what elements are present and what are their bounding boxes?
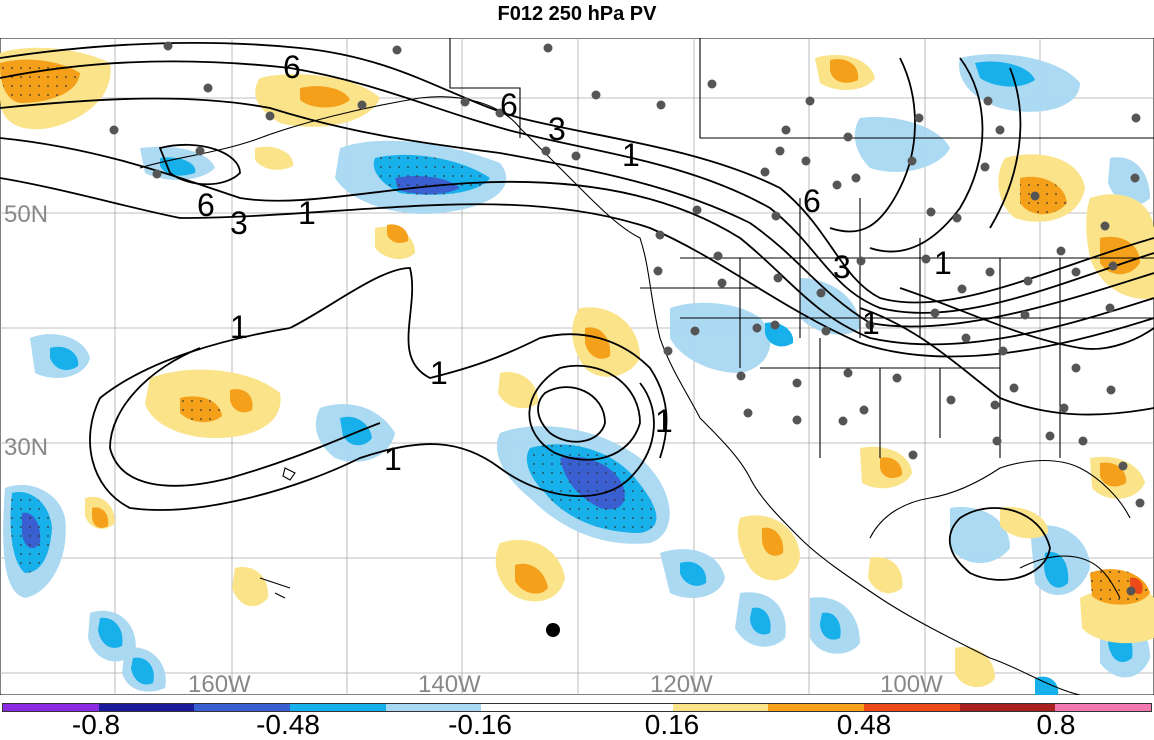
contour-label: 1 xyxy=(230,309,248,345)
lat-label: 50N xyxy=(4,201,48,228)
lon-label: 140W xyxy=(418,671,481,695)
lat-label: 30N xyxy=(4,434,48,461)
map-title: F012 250 hPa PV xyxy=(497,3,657,25)
colorbar-swatch xyxy=(98,704,195,711)
colorbar-label: 0.48 xyxy=(836,709,892,740)
positive-stipple xyxy=(0,59,1150,605)
contour-label: 1 xyxy=(430,355,448,391)
contour-label: 3 xyxy=(548,111,566,147)
station-dots xyxy=(109,41,1145,637)
negative-stipple xyxy=(10,154,657,573)
contour-label: 1 xyxy=(384,441,402,477)
contour-label: 6 xyxy=(803,183,821,219)
colorbar-swatch xyxy=(3,704,99,711)
contour-label: 1 xyxy=(862,305,880,341)
lat-labels: 50N 30N xyxy=(4,201,48,461)
colorbar-label: 0.16 xyxy=(644,709,700,740)
lon-label: 160W xyxy=(188,671,251,695)
colorbar-label: -0.16 xyxy=(448,709,512,740)
contour-label: 6 xyxy=(500,87,518,123)
colorbar xyxy=(2,703,1152,712)
colorbar-swatch xyxy=(864,704,960,711)
contour-label: 1 xyxy=(934,245,952,281)
contour-labels: 6 6 3 1 6 3 1 6 3 1 1 1 1 1 1 xyxy=(197,49,952,477)
colorbar-swatch xyxy=(1055,704,1152,711)
colorbar-swatch xyxy=(290,704,386,711)
contour-label: 6 xyxy=(197,187,215,223)
lon-label: 100W xyxy=(880,671,943,695)
colorbar-swatch xyxy=(768,704,865,711)
lon-labels: 160W 140W 120W 100W xyxy=(188,671,943,695)
colorbar-swatch xyxy=(577,704,673,711)
pv-map: 50N 30N 160W 140W 120W 100W 6 6 3 1 6 3 … xyxy=(0,38,1154,695)
colorbar-swatch xyxy=(959,704,1056,711)
contour-label: 3 xyxy=(833,249,851,285)
colorbar-swatch xyxy=(672,704,769,711)
lon-label: 120W xyxy=(650,671,713,695)
colorbar-label: -0.8 xyxy=(71,709,121,740)
contour-label: 3 xyxy=(230,205,248,241)
colorbar-label: 0.8 xyxy=(1036,709,1076,740)
colorbar-label: -0.48 xyxy=(256,709,320,740)
contour-label: 1 xyxy=(655,403,673,439)
colorbar-swatch xyxy=(481,704,578,711)
colorbar-swatch xyxy=(385,704,482,711)
contour-label: 6 xyxy=(283,49,301,85)
colorbar-swatch xyxy=(194,704,291,711)
contour-label: 1 xyxy=(622,137,640,173)
contour-label: 1 xyxy=(298,195,316,231)
